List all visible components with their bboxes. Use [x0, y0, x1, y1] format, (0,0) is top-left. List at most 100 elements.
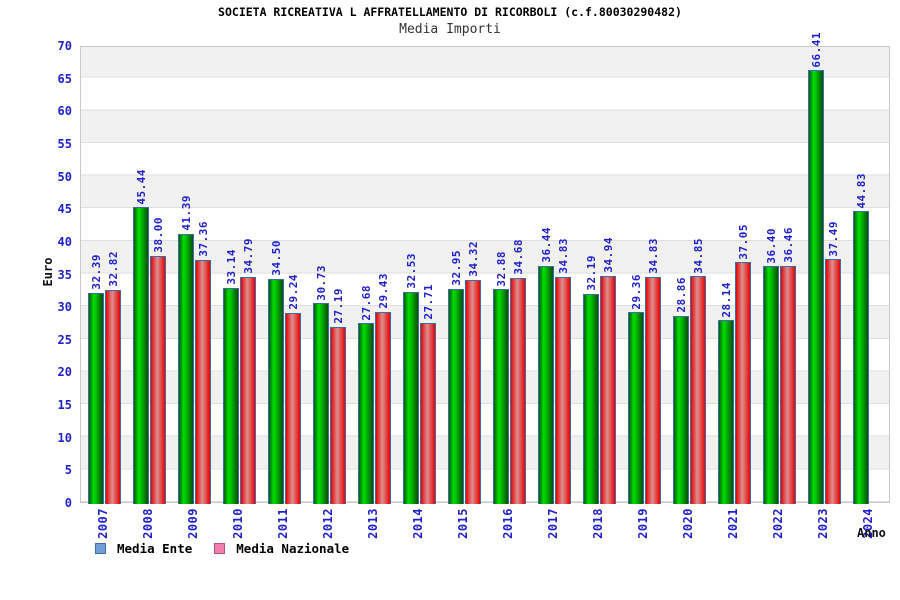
- y-tick-60: 60: [57, 104, 72, 119]
- x-tick-2011: 2011: [276, 508, 290, 539]
- bar-media-nazionale-2012: [330, 326, 346, 504]
- bar-media-nazionale-2020: [690, 276, 706, 504]
- bar-group-2012: 30.73 27.19: [306, 47, 351, 504]
- bar-media-ente-2023: [808, 70, 824, 504]
- y-tick-20: 20: [57, 365, 72, 380]
- bar-media-nazionale-2021: [735, 262, 751, 504]
- legend: Media Ente Media Nazionale: [95, 540, 371, 556]
- bar-media-ente-2007: [88, 292, 104, 504]
- value-label-media-ente-2008: 45.44: [134, 168, 148, 205]
- chart-title: SOCIETA RICREATIVA L AFFRATELLAMENTO DI …: [218, 5, 682, 19]
- x-tick-2023: 2023: [816, 508, 830, 539]
- bar-group-2017: 36.44 34.83: [531, 47, 576, 504]
- value-label-media-nazionale-2008: 38.00: [151, 217, 165, 253]
- y-tick-10: 10: [57, 430, 72, 445]
- x-tick-2016: 2016: [501, 508, 515, 539]
- bar-media-ente-2009: [178, 233, 194, 504]
- value-label-media-nazionale-2010: 34.79: [241, 238, 255, 274]
- value-label-media-nazionale-2013: 29.43: [376, 273, 390, 309]
- x-tick-2019: 2019: [636, 508, 650, 539]
- bar-group-2021: 28.14 37.05: [711, 47, 756, 504]
- bar-media-ente-2008: [133, 207, 149, 504]
- x-tick-2012: 2012: [321, 508, 335, 539]
- bar-group-2016: 32.88 34.68: [486, 47, 531, 504]
- bar-group-2011: 34.50 29.24: [261, 47, 306, 504]
- x-tick-2021: 2021: [726, 508, 740, 539]
- bar-group-2007: 32.39 32.82: [81, 47, 126, 504]
- y-tick-40: 40: [57, 234, 72, 249]
- value-label-media-nazionale-2019: 34.83: [646, 238, 660, 274]
- value-label-media-ente-2016: 32.88: [494, 250, 508, 287]
- y-tick-0: 0: [64, 496, 72, 510]
- value-label-media-ente-2009: 41.39: [179, 195, 193, 231]
- bar-media-ente-2022: [763, 266, 779, 504]
- media-nazionale-swatch-icon: [214, 542, 226, 554]
- bar-media-nazionale-2007: [105, 289, 121, 504]
- x-tick-2014: 2014: [411, 508, 425, 539]
- bar-media-nazionale-2015: [465, 279, 481, 504]
- value-label-media-ente-2022: 36.40: [764, 227, 778, 264]
- bar-media-ente-2019: [628, 312, 644, 504]
- chart-subtitle: Media Importi: [399, 22, 501, 37]
- bar-group-2020: 28.86 34.85: [666, 47, 711, 504]
- value-label-media-nazionale-2016: 34.68: [511, 238, 525, 275]
- bar-media-nazionale-2019: [645, 276, 661, 504]
- bar-media-ente-2020: [673, 315, 689, 504]
- legend-item-media-ente: Media Ente: [95, 541, 192, 556]
- value-label-media-nazionale-2015: 34.32: [466, 241, 480, 277]
- y-tick-65: 65: [57, 71, 72, 86]
- value-label-media-ente-2020: 28.86: [674, 276, 688, 313]
- value-label-media-ente-2015: 32.95: [449, 250, 463, 286]
- value-label-media-ente-2018: 32.19: [584, 255, 598, 291]
- bar-media-nazionale-2017: [555, 276, 571, 504]
- value-label-media-ente-2019: 29.36: [629, 273, 643, 310]
- bar-media-ente-2021: [718, 320, 734, 504]
- bar-media-nazionale-2011: [285, 313, 301, 504]
- legend-item-media-nazionale: Media Nazionale: [214, 541, 349, 556]
- y-tick-55: 55: [57, 136, 72, 151]
- x-tick-2007: 2007: [96, 508, 110, 539]
- legend-label-media-ente: Media Ente: [117, 540, 193, 556]
- x-tick-2010: 2010: [231, 508, 245, 539]
- x-tick-2017: 2017: [546, 508, 560, 539]
- x-tick-2022: 2022: [771, 508, 785, 539]
- bar-group-2024: 44.83: [846, 47, 891, 504]
- value-label-media-ente-2023: 66.41: [809, 31, 823, 68]
- bar-media-ente-2011: [268, 278, 284, 504]
- bar-media-nazionale-2014: [420, 323, 436, 504]
- bar-media-ente-2012: [313, 303, 329, 504]
- plot-area: 32.39 32.82 45.44 38.00 41.39 37.36 33.14 34.79…: [80, 32, 891, 504]
- bar-group-2009: 41.39 37.36: [171, 47, 216, 504]
- value-label-media-ente-2012: 30.73: [314, 264, 328, 301]
- bar-media-nazionale-2009: [195, 260, 211, 504]
- value-label-media-ente-2010: 33.14: [224, 249, 238, 285]
- value-label-media-nazionale-2011: 29.24: [286, 274, 300, 311]
- value-label-media-ente-2014: 32.53: [404, 253, 418, 289]
- bar-media-ente-2017: [538, 266, 554, 504]
- y-tick-50: 50: [57, 169, 72, 184]
- bar-media-ente-2016: [493, 289, 509, 504]
- value-label-media-nazionale-2020: 34.85: [691, 237, 705, 274]
- bar-media-nazionale-2010: [240, 276, 256, 504]
- y-tick-70: 70: [57, 39, 72, 53]
- bar-group-2019: 29.36 34.83: [621, 47, 666, 504]
- x-tick-2009: 2009: [186, 508, 200, 539]
- bar-group-2018: 32.19 34.94: [576, 47, 621, 504]
- bar-media-nazionale-2013: [375, 311, 391, 504]
- value-label-media-nazionale-2018: 34.94: [601, 237, 615, 273]
- x-tick-2018: 2018: [591, 508, 605, 539]
- x-tick-2008: 2008: [141, 508, 155, 539]
- value-label-media-nazionale-2017: 34.83: [556, 238, 570, 274]
- y-tick-30: 30: [57, 300, 72, 315]
- y-tick-35: 35: [57, 267, 72, 282]
- value-label-media-ente-2021: 28.14: [719, 281, 733, 318]
- x-tick-2013: 2013: [366, 508, 380, 539]
- bar-group-2008: 45.44 38.00: [126, 47, 171, 504]
- bar-media-ente-2014: [403, 291, 419, 504]
- bar-group-2022: 36.40 36.46: [756, 47, 801, 504]
- value-label-media-nazionale-2023: 37.49: [826, 220, 840, 257]
- bar-group-2014: 32.53 27.71: [396, 47, 441, 504]
- bar-media-ente-2013: [358, 323, 374, 504]
- value-label-media-nazionale-2014: 27.71: [421, 284, 435, 321]
